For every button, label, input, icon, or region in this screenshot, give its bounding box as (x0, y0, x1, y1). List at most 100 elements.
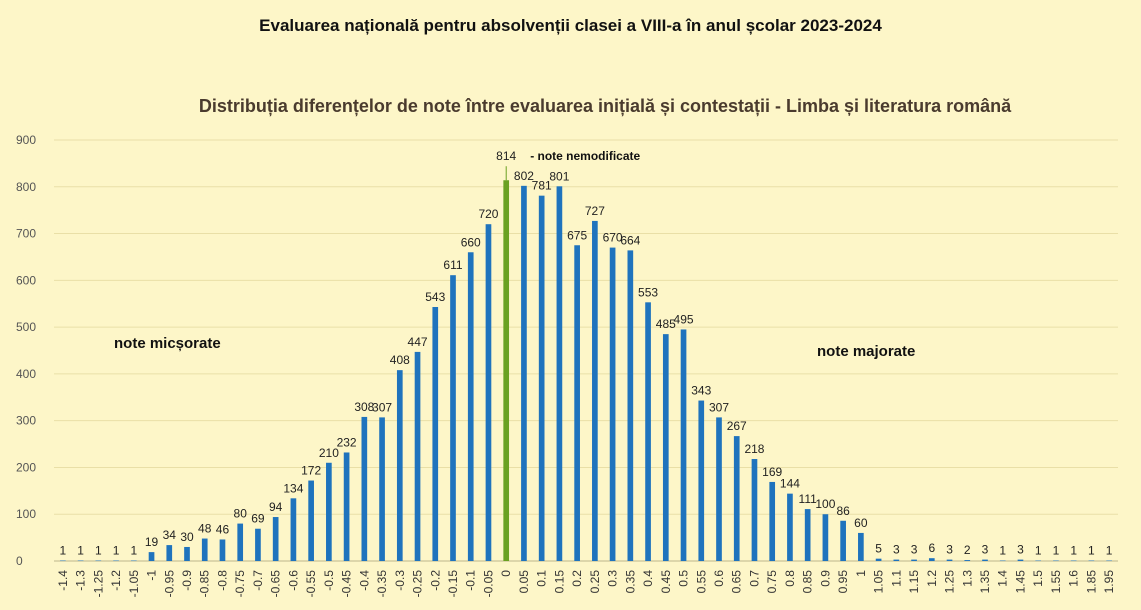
data-label: 495 (674, 312, 694, 326)
data-label: 664 (620, 233, 640, 247)
x-tick-label: -0.65 (269, 570, 283, 598)
data-label: 1 (1106, 544, 1113, 558)
page-title: Evaluarea națională pentru absolvenții c… (259, 16, 882, 35)
x-tick-label: -0.95 (162, 570, 176, 598)
x-tick-label: 0.15 (552, 570, 566, 594)
bar (77, 560, 84, 562)
x-tick-label: 0.6 (712, 570, 726, 587)
data-label: 781 (532, 179, 552, 193)
x-tick-label: -1 (145, 570, 159, 581)
data-label: 670 (603, 231, 623, 245)
bar (716, 417, 722, 561)
x-tick-label: 0.45 (659, 570, 673, 594)
bar (467, 252, 474, 561)
data-label: 169 (762, 465, 782, 479)
data-label: 94 (269, 500, 283, 514)
data-label: 675 (567, 228, 587, 242)
data-label: 307 (709, 400, 729, 414)
data-label: 3 (893, 543, 900, 557)
x-tick-label: 0.4 (641, 570, 655, 587)
bar (1106, 560, 1112, 562)
bar (130, 560, 137, 562)
y-tick-label: 100 (16, 507, 36, 521)
bar (1070, 560, 1077, 562)
data-label: 1 (1088, 544, 1095, 558)
bar (645, 302, 651, 561)
data-label: 134 (283, 481, 303, 495)
y-tick-label: 300 (16, 414, 36, 428)
bar (680, 329, 687, 561)
data-label: 553 (638, 285, 658, 299)
bar (627, 250, 634, 561)
x-tick-label: 1.3 (960, 570, 974, 587)
y-tick-label: 900 (16, 133, 36, 147)
x-tick-label: 1.45 (1013, 570, 1027, 594)
data-label: 46 (216, 522, 230, 536)
x-tick-label: 0.55 (694, 570, 708, 594)
bar (113, 560, 119, 562)
data-label: 660 (461, 235, 481, 249)
data-label: 86 (836, 504, 850, 518)
x-tick-label: -1.3 (74, 570, 88, 591)
bar (255, 528, 261, 561)
x-tick-label: 1.5 (1031, 570, 1045, 587)
x-tick-label: -0.75 (233, 570, 247, 598)
bar (769, 481, 776, 561)
data-label: 802 (514, 169, 534, 183)
bar (396, 370, 403, 561)
x-tick-label: -1.05 (127, 570, 141, 598)
data-label: 3 (946, 543, 953, 557)
bar (893, 559, 900, 561)
bar (556, 186, 563, 561)
x-tick-label: 1.2 (925, 570, 939, 587)
bar (361, 416, 368, 561)
x-tick-label: 1.95 (1102, 570, 1116, 594)
bar (95, 560, 102, 562)
data-label: 308 (354, 400, 374, 414)
data-label: 144 (780, 477, 800, 491)
y-tick-label: 500 (16, 320, 36, 334)
x-tick-label: 0.2 (570, 570, 584, 587)
data-label: 1 (95, 544, 102, 558)
bar (592, 220, 598, 562)
bar (1088, 560, 1095, 562)
x-tick-label: 1.4 (996, 570, 1010, 587)
bar (1053, 560, 1059, 562)
data-label: 447 (408, 335, 428, 349)
bar (662, 334, 669, 561)
bar (166, 545, 173, 561)
y-tick-label: 400 (16, 367, 36, 381)
x-tick-label: 0.9 (818, 570, 832, 587)
bar (964, 560, 971, 561)
data-label: 3 (1017, 543, 1024, 557)
bar (751, 459, 758, 561)
x-tick-label: 0.05 (517, 570, 531, 594)
bar (999, 560, 1006, 562)
data-label: 1 (130, 544, 137, 558)
bar (148, 552, 155, 561)
x-tick-label: -0.55 (304, 570, 318, 598)
x-tick-label: -0.9 (180, 570, 194, 591)
bar (822, 514, 829, 561)
data-label: 30 (180, 530, 194, 544)
bar (928, 558, 935, 561)
increased-annotation: note majorate (817, 343, 915, 360)
data-label: 111 (799, 492, 818, 506)
x-tick-label: 0.75 (765, 570, 779, 594)
x-tick-label: -0.85 (198, 570, 212, 598)
unchanged-annotation: - note nemodificate (530, 149, 640, 163)
x-tick-label: 1.25 (943, 570, 957, 594)
x-tick-label: 1.35 (978, 570, 992, 594)
data-label: 100 (815, 497, 835, 511)
bar (503, 180, 510, 561)
x-tick-label: 0.8 (783, 570, 797, 587)
y-tick-label: 0 (16, 554, 23, 568)
x-tick-label: 0 (499, 570, 513, 577)
y-tick-label: 700 (16, 227, 36, 241)
bar (1035, 560, 1042, 562)
x-tick-label: -1.2 (109, 570, 123, 591)
bar (609, 247, 616, 562)
x-tick-label: -0.5 (322, 570, 336, 591)
x-tick-label: 0.3 (606, 570, 620, 587)
x-tick-label: 0.7 (747, 570, 761, 587)
